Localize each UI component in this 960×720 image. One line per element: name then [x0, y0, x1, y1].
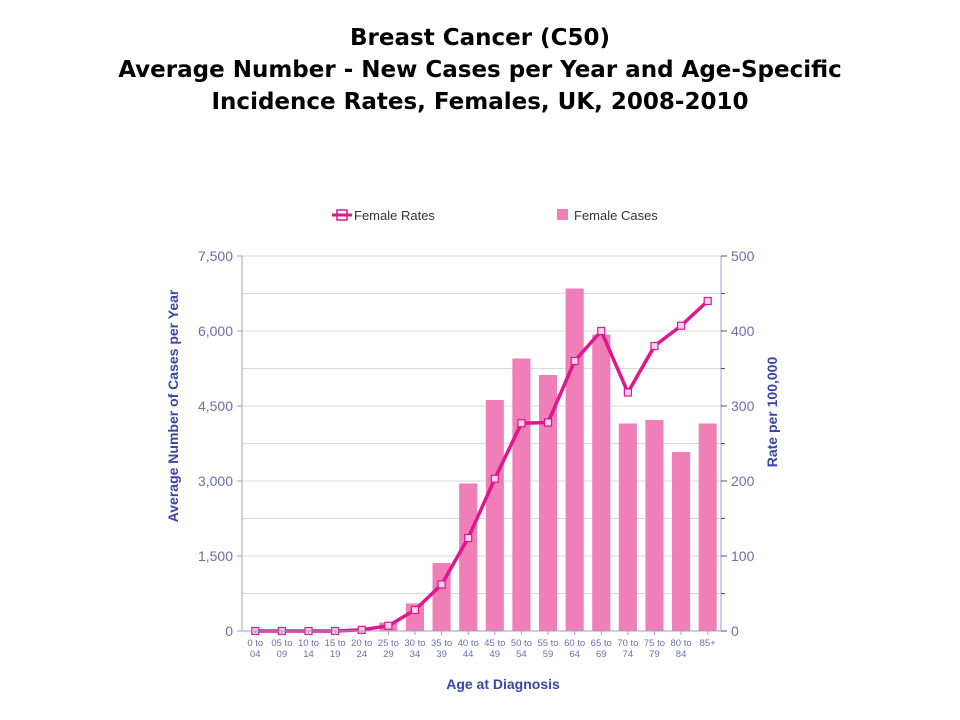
- y-axis-label: Average Number of Cases per Year: [165, 289, 181, 522]
- x-tick-label: 54: [516, 649, 527, 660]
- x-tick-label: 24: [356, 649, 367, 660]
- x-tick-label: 70 to: [617, 638, 638, 649]
- x-tick-label: 45 to: [484, 638, 505, 649]
- point-female-rates: [517, 419, 526, 428]
- x-tick-label: 59: [543, 649, 554, 660]
- point-female-rates: [543, 418, 553, 427]
- y-right-tick-label: 0: [731, 623, 739, 639]
- x-tick-label: 60 to: [564, 638, 585, 649]
- bar-female-cases: [405, 603, 425, 631]
- y-right-tick-label: 300: [731, 398, 755, 414]
- x-tick-label: 55 to: [537, 638, 558, 649]
- y-tick-label: 3,000: [198, 473, 233, 489]
- bar-female-cases: [459, 483, 478, 631]
- point-female-rates: [676, 321, 686, 330]
- x-tick-label: 25 to: [378, 638, 399, 649]
- x-tick-label: 65 to: [591, 638, 612, 649]
- y-tick-label: 4,500: [198, 398, 233, 414]
- legend-bar-swatch: [557, 209, 568, 220]
- bar-female-cases: [645, 420, 664, 631]
- x-tick-label: 35 to: [431, 638, 452, 649]
- x-tick-label: 79: [649, 649, 660, 660]
- x-tick-label: 64: [569, 649, 580, 660]
- legend-label-cases: Female Cases: [574, 208, 658, 223]
- point-female-rates: [437, 580, 446, 589]
- x-tick-label: 85+: [700, 638, 717, 649]
- x-tick-label: 69: [596, 649, 607, 660]
- x-tick-label: 0 to: [247, 638, 263, 649]
- x-tick-label: 40 to: [458, 638, 479, 649]
- y-tick-label: 6,000: [198, 323, 233, 339]
- legend: Female Rates Female Cases: [332, 208, 658, 223]
- x-tick-label: 49: [490, 649, 501, 660]
- y-tick-label: 0: [225, 623, 233, 639]
- x-tick-label: 09: [277, 649, 288, 660]
- y-axis-right-label: Rate per 100,000: [764, 357, 780, 468]
- legend-line-marker: [336, 209, 348, 221]
- x-tick-label: 39: [436, 649, 447, 660]
- point-female-rates: [597, 326, 606, 336]
- x-tick-label: 05 to: [271, 638, 292, 649]
- x-axis-label: Age at Diagnosis: [446, 676, 560, 692]
- legend-label-rates: Female Rates: [354, 208, 435, 223]
- point-female-rates: [384, 621, 393, 630]
- point-female-rates: [410, 605, 420, 615]
- y-right-tick-label: 100: [731, 548, 755, 564]
- x-tick-label: 20 to: [351, 638, 372, 649]
- x-tick-label: 19: [330, 649, 341, 660]
- x-tick-label: 84: [676, 649, 687, 660]
- point-female-rates: [490, 474, 499, 483]
- x-tick-label: 74: [623, 649, 634, 660]
- x-tick-label: 34: [410, 649, 421, 660]
- point-female-rates: [623, 388, 632, 397]
- grid-lines: [242, 255, 721, 631]
- bar-female-cases: [512, 358, 531, 631]
- x-tick-label: 30 to: [404, 638, 425, 649]
- x-tick-label: 75 to: [644, 638, 665, 649]
- x-tick-label: 04: [250, 649, 261, 660]
- bar-female-cases: [565, 288, 584, 631]
- point-female-rates: [703, 296, 712, 306]
- x-tick-label: 80 to: [671, 638, 692, 649]
- axes: 0 1,500 3,000 4,500 6,000 7,500 0 100 200 300 400 5…: [198, 248, 755, 660]
- bar-female-cases: [538, 375, 558, 631]
- y-tick-label: 7,500: [198, 248, 233, 264]
- slide-title: Breast Cancer (C50) Average Number - New…: [0, 22, 960, 118]
- title-line-3: Incidence Rates, Females, UK, 2008-2010: [211, 89, 749, 115]
- title-line-2: Average Number - New Cases per Year and …: [118, 57, 842, 83]
- x-tick-label: 44: [463, 649, 474, 660]
- bar-female-cases: [592, 334, 611, 631]
- x-tick-label: 50 to: [511, 638, 532, 649]
- y-right-tick-label: 200: [731, 473, 755, 489]
- bar-female-cases: [618, 423, 637, 631]
- bar-female-cases: [698, 423, 717, 631]
- point-female-rates: [650, 341, 659, 351]
- point-female-rates: [464, 533, 473, 543]
- x-tick-label: 14: [303, 649, 314, 660]
- bar-female-cases: [485, 400, 504, 631]
- x-tick-label: 15 to: [325, 638, 346, 649]
- bar-female-cases: [672, 452, 691, 631]
- point-female-rates: [570, 356, 579, 366]
- title-line-1: Breast Cancer (C50): [350, 25, 610, 51]
- y-right-tick-label: 400: [731, 323, 755, 339]
- y-right-tick-label: 500: [731, 248, 755, 264]
- x-tick-label: 10 to: [298, 638, 319, 649]
- y-tick-label: 1,500: [198, 548, 233, 564]
- bar-series: [352, 288, 717, 631]
- x-tick-label: 29: [383, 649, 394, 660]
